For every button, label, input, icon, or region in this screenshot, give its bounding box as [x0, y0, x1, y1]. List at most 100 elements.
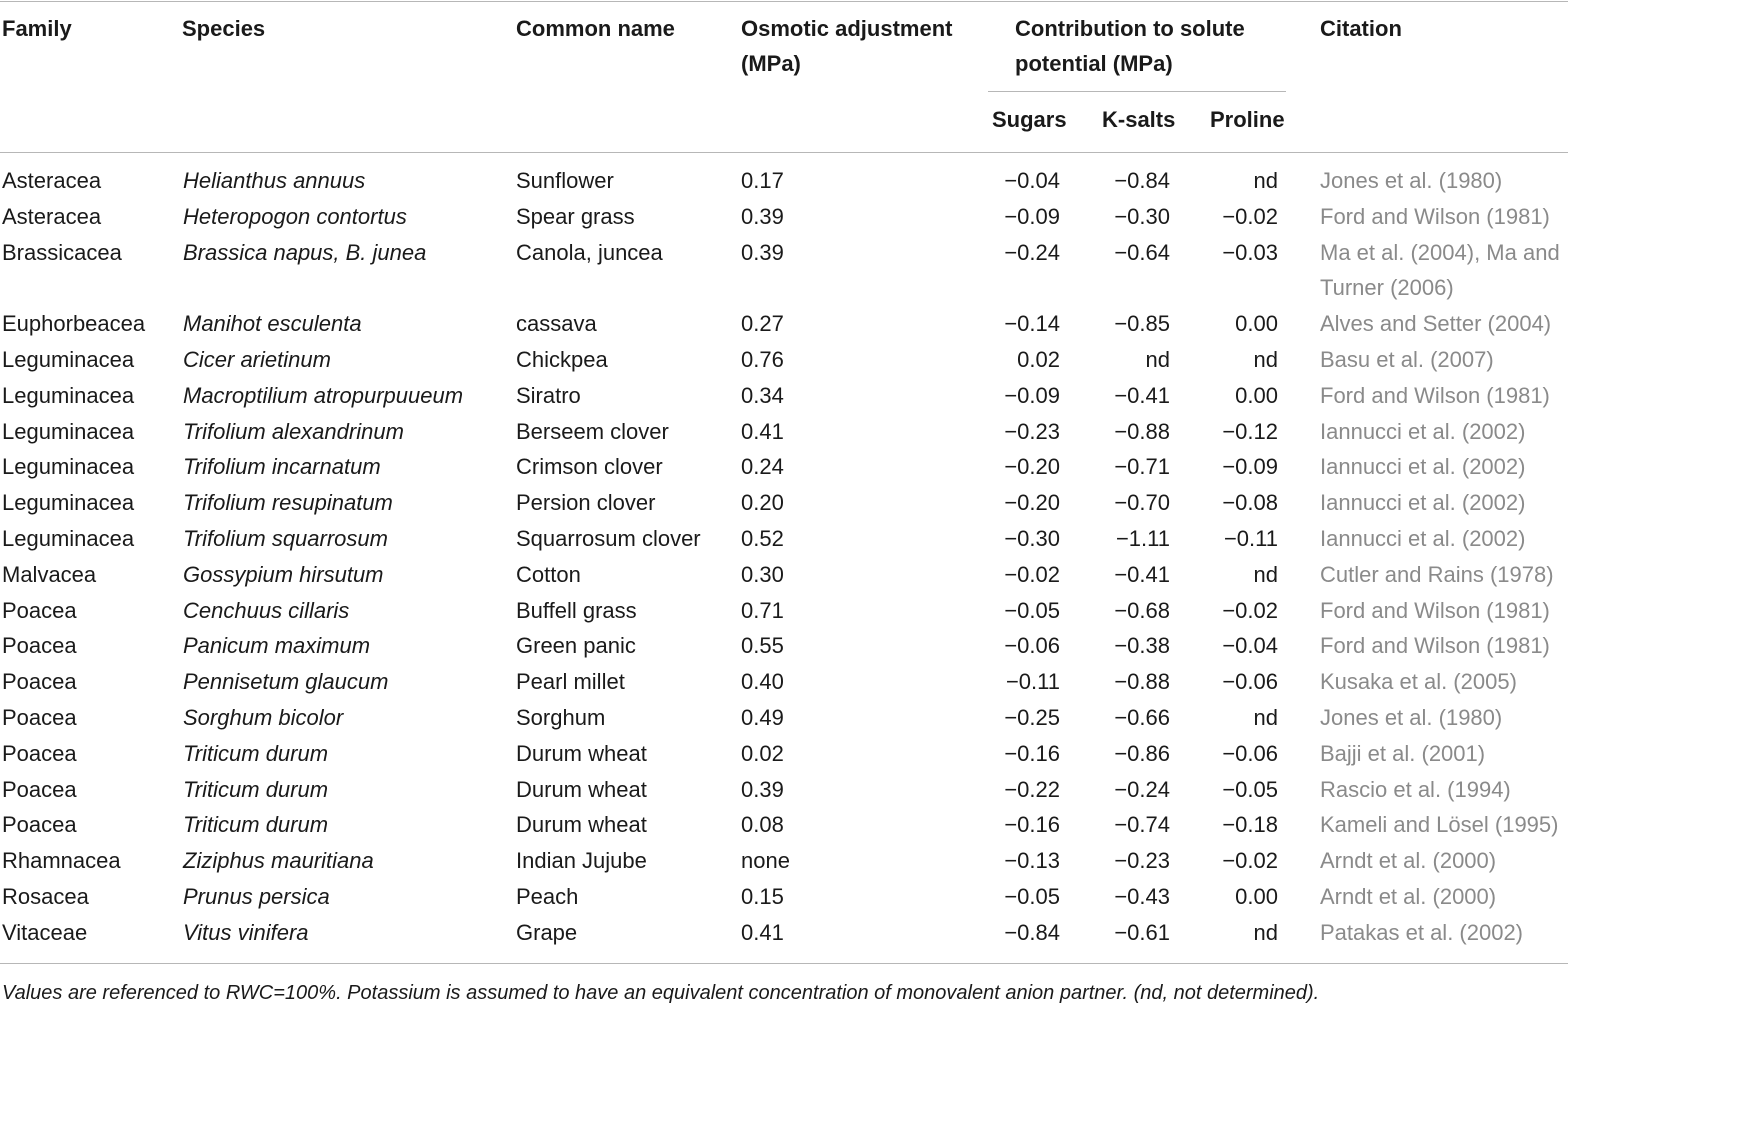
common-name-cell: Durum wheat: [516, 812, 647, 838]
osmotic-adjustment-cell: 0.30: [741, 561, 784, 587]
common-name-cell: Crimson clover: [516, 454, 663, 480]
table-row: Leguminacea Trifolium alexandrinum Berseem…: [0, 414, 1568, 450]
osmotic-adjustment-cell: 0.76: [741, 346, 784, 372]
citation-cell: Iannucci et al. (2002): [1320, 525, 1526, 551]
species-cell: Trifolium squarrosum: [183, 525, 388, 551]
family-cell: Poacea: [2, 776, 77, 802]
common-name-cell: Indian Jujube: [516, 848, 647, 874]
species-cell: Cicer arietinum: [183, 346, 331, 372]
sugars-cell: −0.04: [1004, 168, 1060, 193]
sugars-cell: −0.20: [1004, 490, 1060, 516]
family-cell: Leguminacea: [2, 490, 135, 516]
citation-cell: Jones et al. (1980): [1320, 704, 1503, 730]
family-cell: Rhamnacea: [2, 848, 121, 874]
sugars-cell: −0.16: [1004, 812, 1060, 838]
family-cell: Rosacea: [2, 883, 89, 909]
osmotic-adjustment-cell: 0.40: [741, 669, 784, 695]
citation-cell: Arndt et al. (2000): [1320, 848, 1497, 874]
table-bottom-rule: [0, 963, 1568, 964]
citation-cell: Iannucci et al. (2002): [1320, 454, 1526, 480]
column-header-citation: Citation: [1320, 16, 1402, 41]
family-cell: Leguminacea: [2, 454, 135, 480]
osmotic-adjustment-cell: 0.39: [741, 203, 784, 229]
sugars-cell: −0.25: [1004, 704, 1060, 730]
citation-cell: Kameli and Lösel (1995): [1320, 812, 1559, 838]
table-row: Poacea Panicum maximum Green panic 0.55 −0.0…: [0, 628, 1568, 664]
species-cell: Pennisetum glaucum: [183, 669, 389, 695]
table-row: Brassicacea Brassica napus, B. junea Canol…: [0, 235, 1568, 307]
osmotic-adjustment-cell: 0.15: [741, 883, 784, 909]
ksalts-cell: −0.68: [1114, 597, 1170, 623]
column-header-common-name: Common name: [516, 16, 675, 41]
family-cell: Leguminacea: [2, 346, 135, 372]
common-name-cell: Sunflower: [516, 168, 614, 193]
species-cell: Triticum durum: [183, 776, 329, 802]
citation-cell: Kusaka et al. (2005): [1320, 669, 1517, 695]
common-name-cell: Buffell grass: [516, 597, 637, 623]
table-row: Poacea Triticum durum Durum wheat 0.08 −0.16…: [0, 807, 1568, 843]
sugars-cell: −0.02: [1004, 561, 1060, 587]
ksalts-cell: −0.43: [1114, 883, 1170, 909]
column-header-species: Species: [182, 16, 266, 41]
proline-cell: 0.00: [1235, 311, 1278, 337]
common-name-cell: Durum wheat: [516, 740, 647, 766]
species-cell: Trifolium incarnatum: [183, 454, 381, 480]
citation-cell: Patakas et al. (2002): [1320, 919, 1524, 945]
proline-cell: nd: [1253, 919, 1278, 945]
citation-cell: Jones et al. (1980): [1320, 168, 1503, 193]
family-cell: Leguminacea: [2, 418, 135, 444]
proline-cell: −0.04: [1222, 633, 1278, 659]
species-cell: Trifolium alexandrinum: [183, 418, 404, 444]
species-cell: Sorghum bicolor: [183, 704, 344, 730]
citation-cell: Arndt et al. (2000): [1320, 883, 1497, 909]
table-row: Poacea Pennisetum glaucum Pearl millet 0.40…: [0, 664, 1568, 700]
family-cell: Brassicacea: [2, 239, 122, 265]
family-cell: Poacea: [2, 669, 77, 695]
common-name-cell: Green panic: [516, 633, 636, 659]
proline-cell: −0.02: [1222, 597, 1278, 623]
sugars-cell: −0.13: [1004, 848, 1060, 874]
sugars-cell: −0.84: [1004, 919, 1060, 945]
proline-cell: −0.08: [1222, 490, 1278, 516]
table-row: Rhamnacea Ziziphus mauritiana Indian Jujub…: [0, 843, 1568, 879]
osmotic-adjustment-cell: 0.39: [741, 776, 784, 802]
common-name-cell: Grape: [516, 919, 578, 945]
proline-cell: 0.00: [1235, 382, 1278, 408]
family-cell: Poacea: [2, 740, 77, 766]
ksalts-cell: −0.85: [1114, 311, 1170, 337]
species-cell: Gossypium hirsutum: [183, 561, 384, 587]
ksalts-cell: −1.11: [1115, 525, 1170, 551]
ksalts-cell: −0.23: [1114, 848, 1170, 874]
column-header-ksalts: K-salts: [1102, 107, 1176, 132]
species-cell: Brassica napus, B. junea: [183, 239, 427, 265]
species-cell: Vitus vinifera: [183, 919, 309, 945]
ksalts-cell: −0.88: [1114, 669, 1170, 695]
table-row: Poacea Cenchuus cillaris Buffell grass 0.71…: [0, 593, 1568, 629]
proline-cell: −0.02: [1222, 848, 1278, 874]
table-row: Malvacea Gossypium hirsutum Cotton 0.30 −0.0…: [0, 557, 1568, 593]
proline-cell: nd: [1253, 704, 1278, 730]
osmotic-adjustment-cell: 0.41: [741, 919, 784, 945]
table-row: Asteracea Helianthus annuus Sunflower 0.17 −…: [0, 163, 1568, 199]
sugars-cell: −0.06: [1004, 633, 1060, 659]
citation-cell: Rascio et al. (1994): [1320, 776, 1511, 802]
osmotic-adjustment-cell: 0.17: [741, 168, 784, 193]
column-header-family: Family: [2, 16, 72, 41]
family-cell: Leguminacea: [2, 382, 135, 408]
table-row: Leguminacea Macroptilium atropurpuueum Sir…: [0, 378, 1568, 414]
family-cell: Poacea: [2, 704, 77, 730]
column-header-sugars: Sugars: [992, 107, 1067, 132]
table-row: Leguminacea Cicer arietinum Chickpea 0.76 0.…: [0, 342, 1568, 378]
common-name-cell: Siratro: [516, 382, 581, 408]
species-cell: Ziziphus mauritiana: [183, 848, 374, 874]
proline-cell: −0.06: [1222, 669, 1278, 695]
family-cell: Asteracea: [2, 203, 102, 229]
family-cell: Asteracea: [2, 168, 102, 193]
table-row: Leguminacea Trifolium squarrosum Squarrosu…: [0, 521, 1568, 557]
family-cell: Poacea: [2, 597, 77, 623]
proline-cell: −0.12: [1222, 418, 1278, 444]
ksalts-cell: −0.61: [1114, 919, 1170, 945]
ksalts-cell: −0.41: [1114, 382, 1170, 408]
species-cell: Macroptilium atropurpuueum: [183, 382, 464, 408]
species-cell: Helianthus annuus: [183, 168, 366, 193]
